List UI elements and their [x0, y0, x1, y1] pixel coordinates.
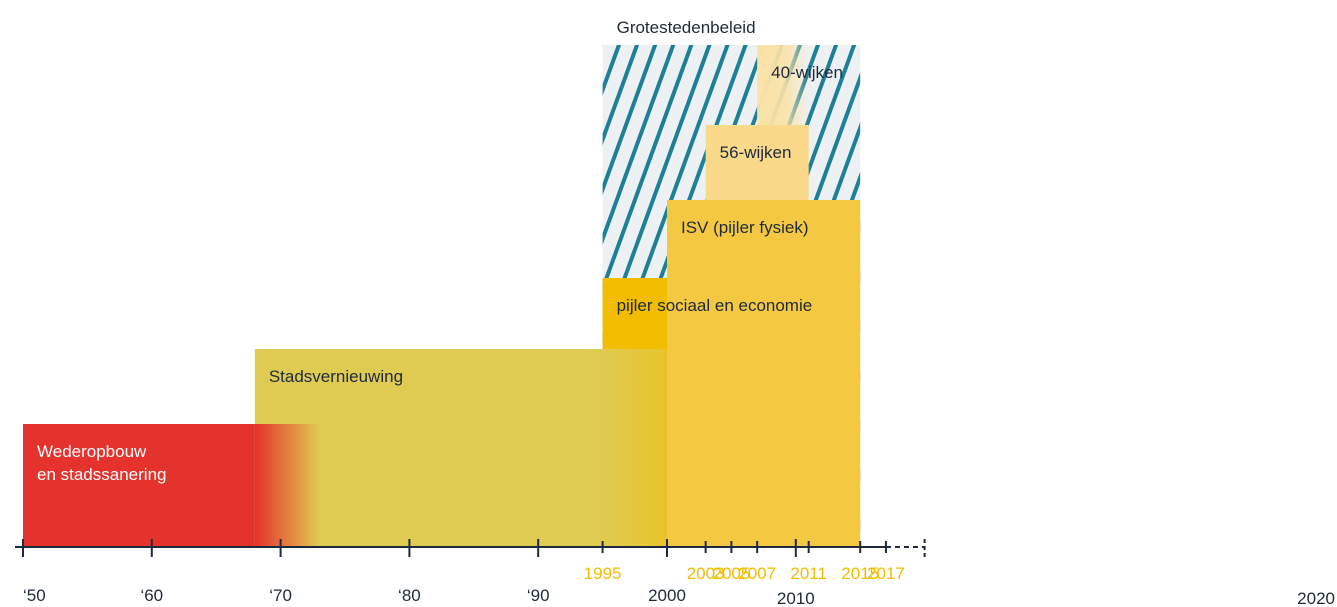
accent-tick-label-1995: 1995	[584, 564, 622, 583]
period-label-56-wijken-0: 56-wijken	[720, 143, 792, 162]
accent-tick-label-2007: 2007	[738, 564, 776, 583]
major-tick-label-1950: ‘50	[23, 586, 46, 605]
major-tick-label-1980: ‘80	[398, 586, 421, 605]
period-bar-40-wijken	[757, 45, 809, 125]
major-tick-label-2020: 2020	[1297, 589, 1335, 607]
period-bars	[23, 45, 861, 547]
accent-tick-label-2011: 2011	[790, 564, 827, 583]
accent-tick-label-2017: 2017	[867, 564, 905, 583]
accent-tick-label-2003: 2003	[687, 564, 725, 583]
major-tick-label-2000: 2000	[648, 586, 686, 605]
period-label-40-wijken-0: 40-wijken	[771, 63, 843, 82]
period-bar-56-wijken	[705, 125, 809, 200]
period-label-pijler-sociaal-0: pijler sociaal en economie	[617, 296, 813, 315]
period-labels: Stadsvernieuwing pijler sociaal en econom…	[37, 63, 843, 484]
period-bar-isv	[667, 200, 861, 547]
accent-tick-label-2015: 2015	[841, 564, 879, 583]
period-label-wederopbouw-0: Wederopbouw	[37, 442, 147, 461]
period-label-isv-0: ISV (pijler fysiek)	[681, 218, 809, 237]
period-label-stadsvernieuwing-0: Stadsvernieuwing	[269, 367, 403, 386]
accent-tick-label-2005: 2005	[712, 564, 750, 583]
major-tick-label-1960: ‘60	[140, 586, 163, 605]
major-tick-label-1970: ‘70	[269, 586, 292, 605]
period-bar-wederopbouw	[23, 424, 320, 547]
major-tick-label-2010: 2010	[777, 589, 815, 607]
major-tick-label-1990: ‘90	[527, 586, 550, 605]
grotestedenbeleid-label: Grotestedenbeleid	[617, 18, 756, 37]
period-label-wederopbouw-1: en stadssanering	[37, 465, 166, 484]
